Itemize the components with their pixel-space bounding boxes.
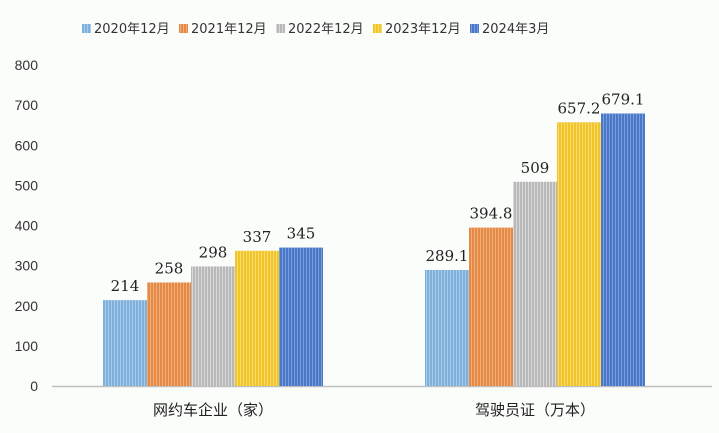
bar (513, 181, 557, 386)
x-category-label: 驾驶员证（万本） (475, 401, 595, 419)
y-tick-label: 700 (15, 97, 39, 113)
legend-swatch (470, 24, 479, 33)
bar (601, 113, 645, 387)
legend-label: 2024年3月 (482, 22, 549, 37)
bar (469, 227, 513, 386)
bar (425, 269, 469, 386)
data-label: 214 (111, 277, 140, 295)
data-labels: 214 258 298 337 345 289.1 394.8 509 657.2 679.1 (111, 91, 645, 296)
bar (557, 122, 601, 387)
bar (191, 266, 235, 386)
y-axis: 0 100 200 300 400 500 600 700 800 (15, 57, 39, 394)
data-label: 298 (199, 243, 228, 261)
bar (103, 300, 147, 386)
bar (147, 282, 191, 386)
legend-label: 2021年12月 (191, 22, 267, 37)
data-label: 289.1 (426, 247, 469, 265)
x-category-label: 网约车企业（家） (153, 401, 273, 419)
y-tick-label: 0 (30, 378, 38, 394)
y-tick-label: 100 (15, 338, 39, 354)
legend-label: 2023年12月 (385, 22, 461, 37)
data-label: 394.8 (470, 205, 513, 223)
y-tick-label: 500 (15, 177, 39, 193)
bar-series-group (103, 113, 645, 387)
data-label: 258 (155, 259, 184, 277)
legend-label: 2022年12月 (288, 22, 364, 37)
legend-label: 2020年12月 (94, 22, 170, 37)
data-label: 337 (243, 228, 272, 246)
y-tick-label: 600 (15, 137, 39, 153)
data-label: 345 (287, 225, 316, 243)
data-label: 509 (521, 159, 550, 177)
legend-swatch (82, 24, 91, 33)
bar (279, 247, 323, 386)
legend-swatch (179, 24, 188, 33)
y-tick-label: 800 (15, 57, 39, 73)
bar (235, 250, 279, 386)
data-label: 657.2 (558, 99, 601, 117)
x-axis: 网约车企业（家） 驾驶员证（万本） (52, 385, 712, 419)
legend-swatch (276, 24, 285, 33)
legend-swatch (373, 24, 382, 33)
y-tick-label: 200 (15, 298, 39, 314)
chart-legend: 2020年12月 2021年12月 2022年12月 2023年12月 2024年3月 (82, 22, 549, 37)
y-tick-label: 300 (15, 258, 39, 274)
y-tick-label: 400 (15, 218, 39, 234)
data-label: 679.1 (602, 91, 645, 109)
